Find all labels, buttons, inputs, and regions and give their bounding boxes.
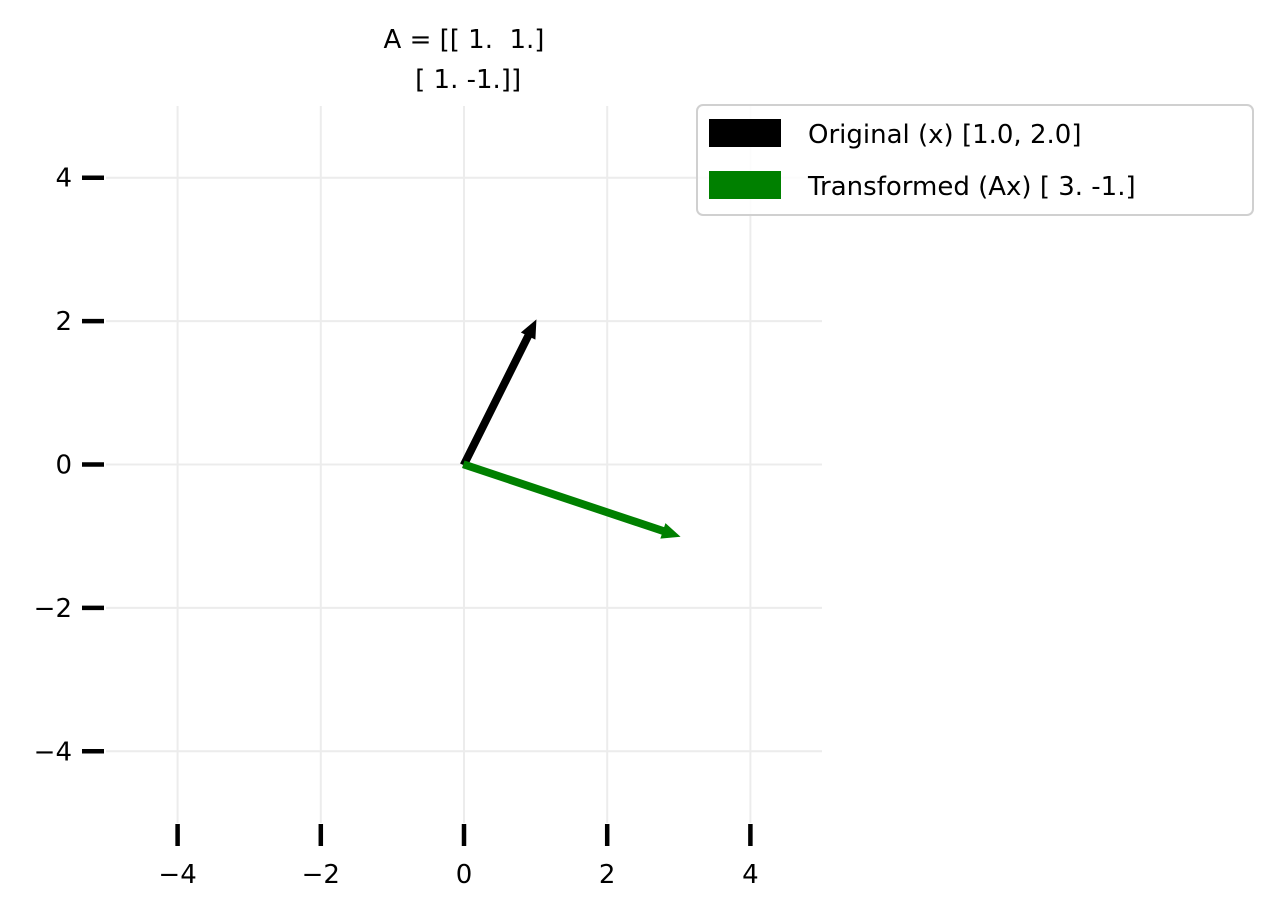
legend-label: Original (x) [1.0, 2.0] [808,120,1081,150]
y-tick-label: −4 [34,737,72,767]
chart-title-line-2: [ 1. -1.]] [407,65,521,95]
legend-swatch [709,119,781,147]
y-tick-label: 0 [55,451,72,481]
x-tick-label: 4 [742,860,759,890]
vector-arrows [460,319,681,539]
original-vector-arrow [460,319,537,467]
y-tick-label: −2 [34,594,72,624]
legend-swatch [709,171,781,199]
x-tick-label: 0 [456,860,473,890]
y-axis-ticks: −4 −2 0 2 4 [34,164,104,767]
legend-frame [696,104,1254,216]
transformed-vector-arrow [462,460,681,539]
x-tick-label: 2 [599,860,616,890]
x-axis-ticks: −4 −2 0 2 4 [158,824,759,890]
y-tick-label: 2 [55,307,72,337]
x-tick-label: −4 [158,860,196,890]
y-tick-label: 4 [55,164,72,194]
legend-label: Transformed (Ax) [ 3. -1.] [807,172,1136,202]
chart-title-line-1: A = [[ 1. 1.] [384,25,545,55]
x-tick-label: −2 [302,860,340,890]
legend: Original (x) [1.0, 2.0] Transformed (Ax) … [696,104,1254,216]
